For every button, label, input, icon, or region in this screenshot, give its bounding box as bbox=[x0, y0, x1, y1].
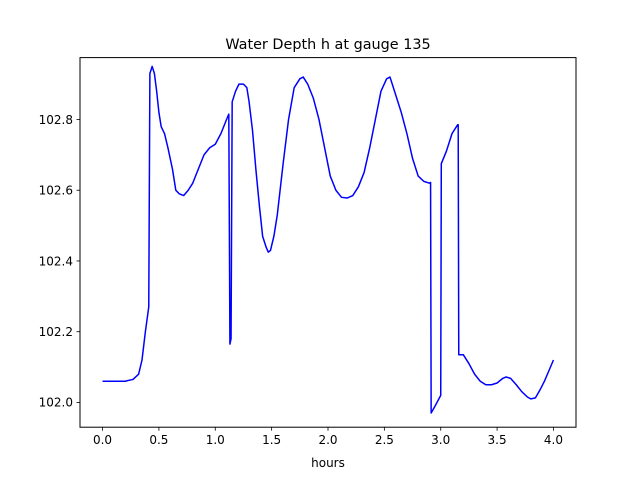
x-tick-label: 3.5 bbox=[488, 433, 507, 447]
x-tick-label: 4.0 bbox=[544, 433, 563, 447]
x-tick-label: 1.0 bbox=[206, 433, 225, 447]
x-tick-label: 0.5 bbox=[149, 433, 168, 447]
y-tick-label: 102.4 bbox=[39, 254, 73, 268]
y-tick-label: 102.8 bbox=[39, 113, 73, 127]
x-tick-label: 1.5 bbox=[262, 433, 281, 447]
x-tick-label: 3.0 bbox=[431, 433, 450, 447]
y-tick-label: 102.2 bbox=[39, 325, 73, 339]
chart-title: Water Depth h at gauge 135 bbox=[225, 37, 430, 53]
x-tick-label: 2.0 bbox=[318, 433, 337, 447]
y-tick-label: 102.0 bbox=[39, 396, 73, 410]
x-axis: 0.0 0.5 1.0 1.5 2.0 2.5 3.0 3.5 4.0 bbox=[93, 427, 563, 447]
series-layer bbox=[102, 65, 555, 414]
x-axis-label: hours bbox=[311, 456, 345, 470]
y-tick-label: 102.6 bbox=[39, 184, 73, 198]
x-tick-label: 2.5 bbox=[375, 433, 394, 447]
y-axis: 102.0 102.2 102.4 102.6 102.8 bbox=[39, 113, 80, 410]
x-tick-label: 0.0 bbox=[93, 433, 112, 447]
series-line-0 bbox=[102, 65, 555, 414]
